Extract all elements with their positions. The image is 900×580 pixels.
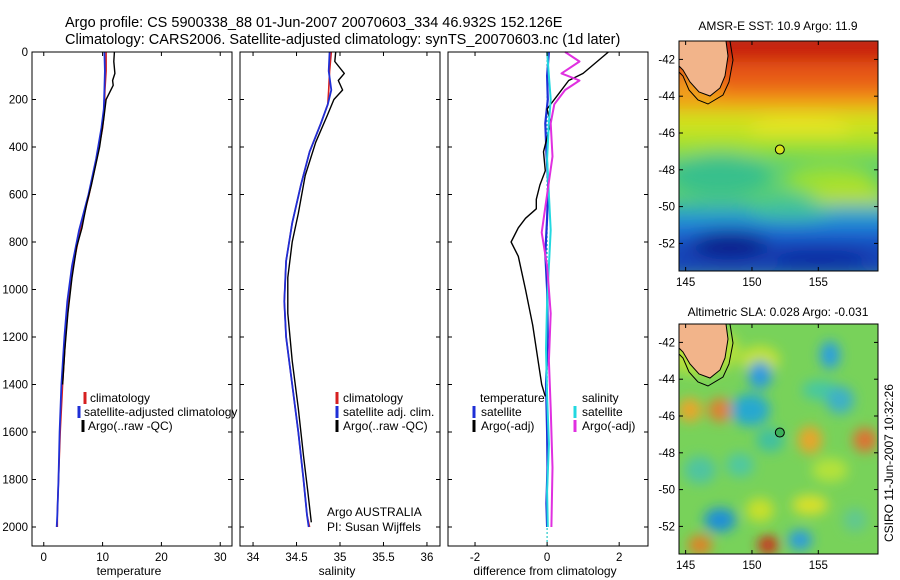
x-tick-label: 34 xyxy=(247,552,260,564)
argo-pi-label: PI: Susan Wijffels xyxy=(327,520,421,534)
series-line-salinity-argo-adj- xyxy=(540,51,581,528)
difference-panel: -2 0 2 difference from climatology tempera… xyxy=(447,51,649,578)
y-tick-label: 1400 xyxy=(2,380,28,392)
salinity-xlabel: salinity xyxy=(319,564,356,578)
x-tick-label: 150 xyxy=(742,277,761,289)
argo-position-marker xyxy=(774,144,785,155)
tasmania-land xyxy=(679,41,729,97)
x-tick-label: 155 xyxy=(809,560,828,572)
temperature-xlabel: temperature xyxy=(97,564,162,578)
legend-label: satellite-adjusted climatology xyxy=(84,405,237,419)
sst-map-title: AMSR-E SST: 10.9 Argo: 11.9 xyxy=(698,19,858,33)
y-tick-label: 0 xyxy=(22,47,28,59)
series-line-argo xyxy=(287,51,345,523)
x-tick-label: 145 xyxy=(676,560,695,572)
legend-title-salinity: salinity xyxy=(582,391,619,405)
y-tick-label: -50 xyxy=(658,202,675,214)
figure-title-line1: Argo profile: CS 5900338_88 01-Jun-2007 … xyxy=(65,15,563,31)
sla-map-title: Altimetric SLA: 0.028 Argo: -0.031 xyxy=(688,305,869,319)
legend-label: Argo(..raw -QC) xyxy=(88,419,173,433)
y-tick-label: -46 xyxy=(658,411,675,423)
y-tick-label: -42 xyxy=(658,337,675,349)
series-line-argo xyxy=(61,51,116,385)
y-tick-label: 200 xyxy=(9,95,28,107)
x-tick-label: 0 xyxy=(41,552,47,564)
series-line-climatology xyxy=(56,52,107,527)
x-tick-label: -2 xyxy=(470,552,480,564)
x-tick-label: 36 xyxy=(421,552,434,564)
sst-map: AMSR-E SST: 10.9 Argo: 11.9 xyxy=(658,19,879,289)
x-tick-label: 35.5 xyxy=(372,552,394,564)
x-tick-label: 145 xyxy=(676,277,695,289)
y-tick-label: 1800 xyxy=(2,475,28,487)
legend-label: Argo(..raw -QC) xyxy=(343,419,428,433)
legend-label: climatology xyxy=(90,391,150,405)
y-tick-label: -48 xyxy=(658,165,675,177)
y-tick-label: -52 xyxy=(658,238,675,250)
legend-label: Argo(-adj) xyxy=(582,419,635,433)
csiro-timestamp: CSIRO 11-Jun-2007 10:32:26 xyxy=(882,384,896,542)
figure-title-line2: Climatology: CARS2006. Satellite-adjuste… xyxy=(65,32,620,48)
x-tick-label: 20 xyxy=(155,552,168,564)
legend-label: satellite xyxy=(481,405,522,419)
series-line-satellite-adjusted xyxy=(55,51,106,528)
x-tick-label: 35 xyxy=(334,552,347,564)
y-tick-label: -48 xyxy=(658,448,675,460)
legend-label: satellite adj. clim. xyxy=(343,405,434,419)
y-tick-label: -42 xyxy=(658,54,675,66)
y-tick-label: -46 xyxy=(658,128,675,140)
x-tick-label: 155 xyxy=(809,277,828,289)
y-tick-label: 600 xyxy=(9,190,28,202)
y-tick-label: 800 xyxy=(9,237,28,249)
salinity-legend: climatology satellite adj. clim. Argo(..… xyxy=(335,391,434,433)
argo-program-label: Argo AUSTRALIA xyxy=(327,505,422,519)
x-tick-label: 10 xyxy=(96,552,109,564)
y-tick-label: 1200 xyxy=(2,332,28,344)
series-line-satellite-adjusted xyxy=(283,51,333,528)
y-tick-label: 400 xyxy=(9,142,28,154)
x-tick-label: 2 xyxy=(616,552,622,564)
argo-position-marker xyxy=(774,427,785,438)
series-line-temperature-argo-adj- xyxy=(510,51,609,397)
legend-label: Argo(-adj) xyxy=(481,419,534,433)
difference-xlabel: difference from climatology xyxy=(473,564,616,578)
y-tick-label: -52 xyxy=(658,521,675,533)
y-tick-label: 1600 xyxy=(2,427,28,439)
temperature-panel: 0 10 20 30 0 200 400 600 800 1000 1200 1400 1600 1800… xyxy=(2,47,237,578)
series-line-salinity-satellite xyxy=(545,51,552,528)
legend-title-temperature: temperature xyxy=(480,391,545,405)
y-tick-label: -44 xyxy=(658,91,675,103)
difference-legend: temperature satellite Argo(-adj) salinit… xyxy=(472,391,635,433)
temperature-legend: climatology satellite-adjusted climatolo… xyxy=(77,391,237,433)
sla-map: Altimetric SLA: 0.028 Argo: -0.031 xyxy=(658,305,879,572)
y-tick-label: -44 xyxy=(658,374,675,386)
x-tick-label: 0 xyxy=(544,552,550,564)
y-tick-label: 1000 xyxy=(2,285,28,297)
y-tick-label: -50 xyxy=(658,485,675,497)
x-tick-label: 150 xyxy=(742,560,761,572)
tasmania-land xyxy=(679,324,729,379)
x-tick-label: 34.5 xyxy=(285,552,307,564)
y-tick-label: 2000 xyxy=(2,522,28,534)
legend-label: satellite xyxy=(582,405,623,419)
legend-label: climatology xyxy=(343,391,403,405)
salinity-panel: 34 34.5 35 35.5 36 salinity climatology sate… xyxy=(239,51,441,578)
x-tick-label: 30 xyxy=(214,552,227,564)
